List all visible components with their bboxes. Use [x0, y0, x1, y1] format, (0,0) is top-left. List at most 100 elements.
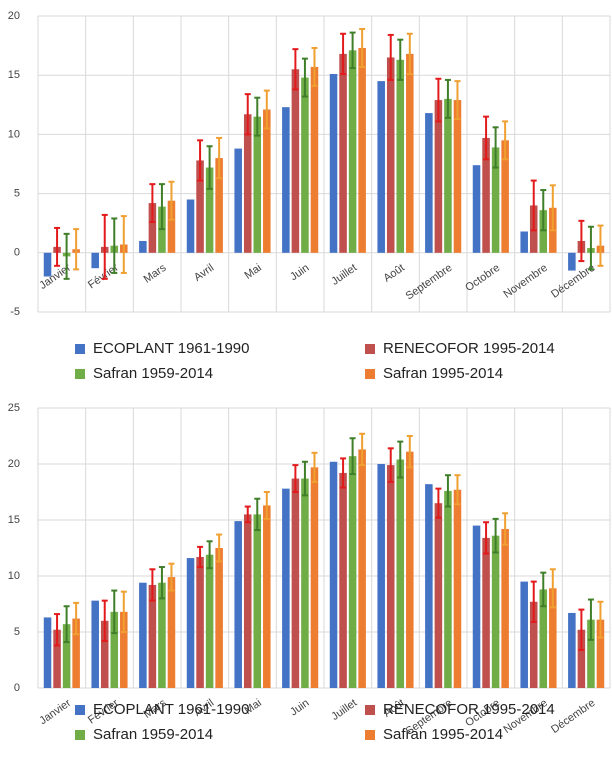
- bar: [434, 503, 443, 688]
- bar: [120, 611, 128, 688]
- error-bar: [73, 601, 80, 636]
- error-bar: [435, 77, 442, 123]
- error-bar: [444, 474, 451, 508]
- legend-swatch: [365, 730, 375, 740]
- legend-swatch: [365, 344, 375, 354]
- bar: [263, 109, 271, 253]
- bar: [549, 588, 557, 688]
- bar: [348, 456, 357, 688]
- y-tick-label: 20: [8, 10, 20, 22]
- bar: [472, 165, 481, 253]
- error-bar: [197, 545, 204, 569]
- error-bar: [254, 497, 261, 532]
- x-tick-label: Février: [86, 262, 121, 292]
- bar: [139, 582, 147, 688]
- bar: [587, 619, 595, 688]
- x-tick-label: Septembre: [404, 262, 455, 303]
- bar: [291, 478, 300, 688]
- bar: [186, 558, 195, 688]
- error-bar: [301, 460, 308, 497]
- error-bar: [206, 145, 213, 190]
- legend-label: ECOPLANT 1961-1990: [93, 701, 249, 718]
- legend-label: Safran 1995-2014: [383, 365, 503, 382]
- error-bar: [359, 28, 366, 68]
- error-bar: [454, 474, 461, 506]
- bar: [425, 113, 433, 253]
- bar: [386, 465, 395, 688]
- error-bar: [101, 599, 108, 642]
- bar: [62, 624, 71, 688]
- y-tick-label: 5: [14, 626, 20, 638]
- legend-label: RENECOFOR 1995-2014: [383, 340, 555, 357]
- bar: [243, 514, 252, 688]
- x-tick-label: Août: [381, 262, 406, 285]
- error-bar: [254, 96, 261, 137]
- bar: [520, 581, 528, 688]
- bar: [329, 461, 338, 688]
- bar: [234, 521, 242, 688]
- error-bar: [244, 505, 251, 524]
- y-tick-label: 0: [14, 247, 20, 259]
- error-bar: [263, 491, 270, 520]
- bar: [234, 148, 242, 253]
- error-bar: [435, 487, 442, 519]
- error-bar: [168, 180, 175, 221]
- error-bar: [292, 48, 299, 91]
- error-bar: [63, 232, 70, 280]
- bar: [568, 252, 576, 271]
- bar: [453, 489, 462, 688]
- error-bar: [406, 32, 413, 76]
- legend-label: Safran 1959-2014: [93, 365, 213, 382]
- x-tick-label: Juillet: [329, 697, 359, 723]
- bar: [472, 525, 481, 688]
- legend-label: RENECOFOR 1995-2014: [383, 701, 555, 718]
- error-bar: [483, 521, 490, 555]
- bar: [529, 601, 538, 688]
- error-bar: [149, 568, 156, 602]
- error-bar: [540, 189, 547, 232]
- error-bar: [54, 613, 61, 647]
- error-bar: [101, 213, 108, 280]
- bar: [301, 77, 309, 253]
- error-bar: [397, 38, 404, 81]
- error-bar: [311, 46, 318, 87]
- error-bar: [120, 215, 127, 274]
- x-tick-label: Décembre: [549, 697, 597, 736]
- error-bar: [597, 600, 604, 639]
- error-bar: [168, 562, 175, 592]
- error-bar: [340, 32, 347, 76]
- error-bar: [387, 447, 394, 483]
- bar: [501, 528, 509, 688]
- error-bar: [216, 136, 223, 180]
- y-tick-label: 5: [14, 188, 20, 200]
- bar: [377, 464, 385, 688]
- error-bar: [73, 228, 80, 271]
- error-bar: [111, 589, 118, 635]
- x-tick-label: Janvier: [37, 697, 73, 727]
- legend-swatch: [75, 344, 85, 354]
- error-bar: [530, 580, 537, 623]
- error-bar: [301, 57, 308, 98]
- error-bar: [492, 517, 499, 554]
- error-bar: [387, 33, 394, 81]
- error-bar: [197, 139, 204, 182]
- bar: [282, 107, 290, 253]
- bar: [43, 252, 52, 277]
- x-tick-label: Octobre: [463, 262, 502, 294]
- bar: [205, 554, 214, 688]
- error-bar: [483, 115, 490, 161]
- error-bar: [502, 512, 509, 546]
- bar: [243, 114, 252, 253]
- error-bar: [587, 598, 594, 641]
- bar: [310, 467, 319, 688]
- x-tick-label: Mai: [242, 262, 263, 282]
- bar: [282, 488, 290, 688]
- bar: [253, 514, 262, 688]
- error-bar: [578, 219, 585, 263]
- bar: [72, 618, 80, 688]
- bar: [196, 160, 204, 253]
- legend-swatch: [75, 369, 85, 379]
- error-bar: [244, 93, 251, 136]
- bar: [253, 116, 262, 253]
